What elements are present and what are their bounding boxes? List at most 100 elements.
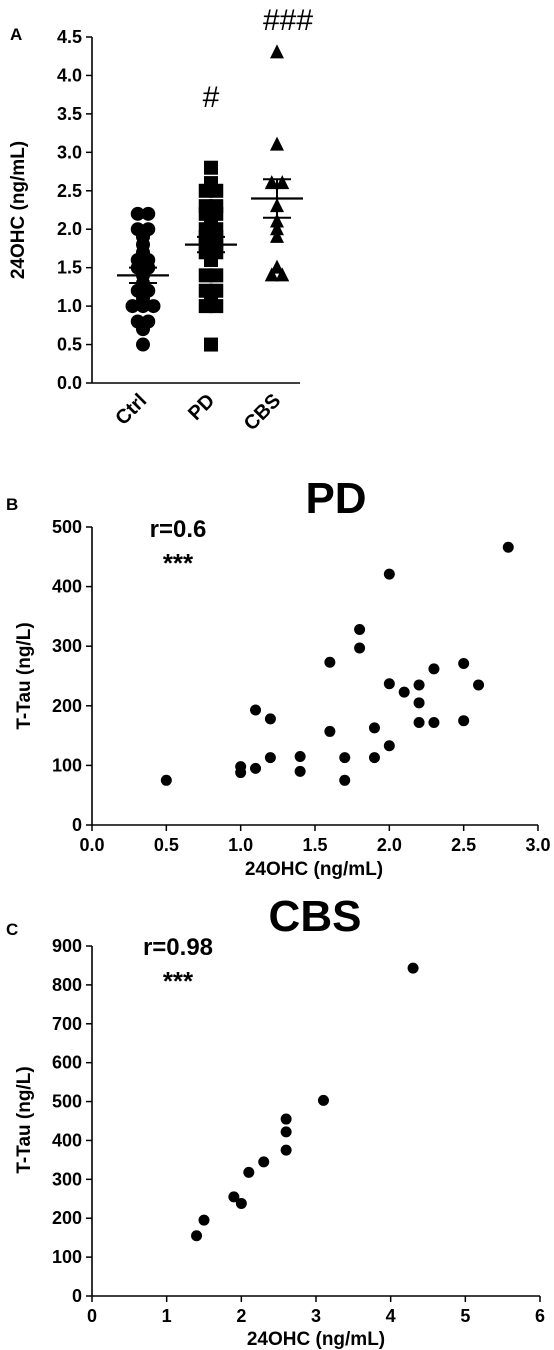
ctrl-data-point bbox=[136, 337, 150, 352]
cbs-data-point bbox=[264, 267, 279, 282]
panel-c-x-tick-label: 6 bbox=[535, 1306, 545, 1326]
panel-b-data-point bbox=[354, 642, 366, 654]
panel-a-y-tick-label: 2.0 bbox=[57, 219, 82, 239]
ctrl-data-point bbox=[141, 314, 156, 329]
panel-b-x-tick-label: 0.0 bbox=[79, 835, 104, 855]
panel-c-y-tick-label: 800 bbox=[52, 975, 82, 995]
panel-c-y-tick-label: 0 bbox=[72, 1286, 82, 1306]
panel-a-y-tick-label: 0.0 bbox=[57, 373, 82, 393]
panel-a-y-tick-label: 4.0 bbox=[57, 65, 82, 85]
panel-b-data-point bbox=[264, 752, 276, 764]
cbs-data-point bbox=[264, 175, 279, 190]
panel-b-y-tick-label: 100 bbox=[52, 755, 82, 775]
panel-c-data-point bbox=[407, 962, 419, 974]
cbs-data-point bbox=[275, 267, 290, 282]
panel-c-data-point bbox=[258, 1156, 270, 1168]
panel-c-x-tick-label: 5 bbox=[460, 1306, 470, 1326]
panel-b-data-point bbox=[458, 715, 470, 727]
panel-c-title: CBS bbox=[269, 892, 362, 941]
ctrl-data-point bbox=[130, 206, 145, 221]
panel-a-y-axis-title: 24OHC (ng/mL) bbox=[8, 141, 29, 279]
panel-b-title: PD bbox=[305, 474, 366, 523]
panel-b-x-tick-label: 1.0 bbox=[228, 835, 253, 855]
panel-b-data-point bbox=[250, 762, 262, 774]
panel-b-x-tick-label: 2.5 bbox=[451, 835, 476, 855]
panel-b-y-tick-label: 500 bbox=[52, 517, 82, 537]
panel-c-letter: C bbox=[6, 920, 18, 939]
panel-c-r-value: r=0.98 bbox=[143, 934, 213, 961]
category-label-ctrl: Ctrl bbox=[111, 390, 151, 430]
panel-a-y-tick-label: 1.0 bbox=[57, 296, 82, 316]
panel-b-data-point bbox=[235, 761, 247, 773]
panel-c-y-tick-label: 500 bbox=[52, 1092, 82, 1112]
panel-b-data-point bbox=[413, 697, 425, 709]
panel-c-data-point bbox=[317, 1094, 329, 1106]
panel-b-data-point bbox=[413, 679, 425, 691]
cbs-significance-label: ### bbox=[263, 4, 313, 37]
ctrl-data-point bbox=[130, 314, 145, 329]
panel-b-y-tick-label: 300 bbox=[52, 636, 82, 656]
panel-b-y-tick-label: 400 bbox=[52, 577, 82, 597]
cbs-data-point bbox=[270, 213, 284, 228]
cbs-data-point bbox=[270, 221, 284, 236]
panel-b-y-axis-title: T-Tau (ng/L) bbox=[14, 622, 35, 729]
cbs-data-point bbox=[270, 136, 284, 151]
panel-b-data-point bbox=[383, 678, 395, 690]
panel-c-x-axis-title: 24OHC (ng/mL) bbox=[247, 1329, 385, 1350]
panel-b-data-point bbox=[428, 663, 440, 675]
panel-b-x-tick-label: 2.0 bbox=[377, 835, 402, 855]
panel-a-y-tick-label: 2.5 bbox=[57, 181, 82, 201]
panel-b-x-tick-label: 0.5 bbox=[154, 835, 179, 855]
pd-data-point bbox=[204, 176, 218, 191]
pd-data-point bbox=[209, 268, 224, 283]
panel-a-y-tick-label: 4.5 bbox=[57, 27, 82, 47]
panel-b-data-point bbox=[294, 750, 306, 762]
cbs-data-point bbox=[270, 228, 284, 243]
pd-data-point bbox=[204, 160, 218, 175]
panel-c-data-point bbox=[198, 1214, 210, 1226]
panel-b-data-point bbox=[473, 679, 485, 691]
panel-c-x-tick-label: 2 bbox=[236, 1306, 246, 1326]
panel-c-x-tick-label: 0 bbox=[87, 1306, 97, 1326]
panel-b-data-point bbox=[294, 765, 306, 777]
pd-data-point bbox=[209, 199, 224, 214]
panel-a-y-tick-label: 3.0 bbox=[57, 142, 82, 162]
panel-c-data-point bbox=[280, 1126, 292, 1138]
panel-b-data-point bbox=[368, 722, 380, 734]
panel-b-y-tick-label: 200 bbox=[52, 696, 82, 716]
panel-b-x-axis-title: 24OHC (ng/mL) bbox=[245, 859, 383, 880]
panel-c-x-tick-label: 3 bbox=[311, 1306, 321, 1326]
panel-c-data-point bbox=[228, 1191, 240, 1203]
panel-b-data-point bbox=[383, 568, 395, 580]
pd-significance-label: # bbox=[203, 81, 220, 114]
cbs-data-point bbox=[275, 175, 290, 190]
panel-b-data-point bbox=[458, 657, 470, 669]
ctrl-data-point bbox=[141, 206, 156, 221]
panel-c-y-tick-label: 200 bbox=[52, 1208, 82, 1228]
panel-c-y-tick-label: 100 bbox=[52, 1247, 82, 1267]
ctrl-data-point bbox=[146, 299, 161, 314]
panel-b-y-tick-label: 0 bbox=[72, 815, 82, 835]
panel-b-data-point bbox=[324, 656, 336, 668]
panel-b-data-point bbox=[368, 752, 380, 764]
panel-c-x-tick-label: 4 bbox=[386, 1306, 396, 1326]
panel-a-letter: A bbox=[10, 25, 22, 44]
panel-b-data-point bbox=[339, 752, 351, 764]
panel-c-y-axis-title: T-Tau (ng/L) bbox=[14, 1066, 35, 1173]
panel-b-data-point bbox=[502, 541, 514, 553]
panel-a-y-tick-label: 1.5 bbox=[57, 258, 82, 278]
panel-a-y-tick-label: 0.5 bbox=[57, 335, 82, 355]
panel-b-data-point bbox=[383, 740, 395, 752]
panel-b-data-point bbox=[354, 624, 366, 636]
pd-data-point bbox=[209, 283, 224, 298]
cbs-data-point bbox=[270, 44, 284, 59]
panel-b: B PD r=0.6 *** 0 100 200 300 400 500 0.0 0.5 1.… bbox=[6, 474, 551, 880]
cbs-data-point bbox=[270, 259, 284, 274]
panel-a: A 0.0 0.5 1.0 1.5 2.0 2.5 3.0 3.5 4.0 4.5 24OHC (… bbox=[8, 4, 313, 435]
panel-c-significance: *** bbox=[163, 966, 194, 996]
category-label-pd: PD bbox=[184, 390, 219, 425]
panel-b-data-point bbox=[264, 713, 276, 725]
panel-c-y-tick-label: 700 bbox=[52, 1014, 82, 1034]
panel-b-data-point bbox=[339, 774, 351, 786]
